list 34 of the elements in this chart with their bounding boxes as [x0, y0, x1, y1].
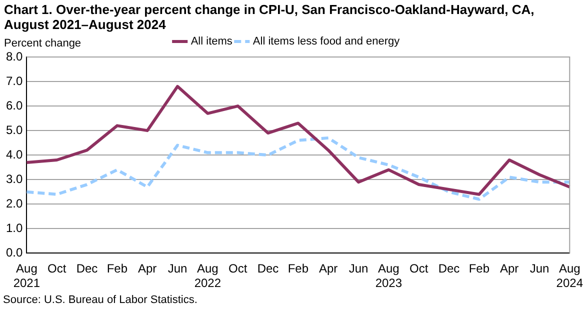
y-tick-label: 0.0: [6, 246, 23, 260]
x-tick-label: Dec: [438, 262, 460, 276]
y-tick-label: 4.0: [6, 147, 23, 162]
x-tick-label: Apr: [138, 262, 157, 276]
x-tick-label: Aug 2021: [13, 262, 40, 290]
x-tick-label: Apr: [500, 262, 519, 276]
x-tick-label: Feb: [288, 262, 309, 276]
x-tick-label: Dec: [257, 262, 279, 276]
y-tick-label: 7.0: [6, 74, 23, 88]
x-tick-label: Aug 2023: [375, 262, 402, 290]
x-tick-label: Aug 2022: [194, 262, 222, 290]
legend-label: All items: [190, 36, 233, 48]
y-axis-title: Percent change: [4, 38, 82, 50]
legend-label: All items less food and energy: [252, 36, 400, 48]
x-tick-label: Oct: [409, 262, 429, 276]
x-tick-label: Oct: [228, 262, 248, 276]
y-tick-label: 2.0: [6, 196, 23, 210]
x-tick-label: Jun: [348, 262, 368, 276]
chart-title: Chart 1. Over-the-year percent change in CPI-U, San Francisco-Oakland-Hayward, CA, August 2021–August 2024: [3, 1, 536, 32]
x-tick-label: Feb: [106, 262, 128, 276]
line-series: [25, 136, 572, 201]
x-tick-label: Aug 2024: [556, 262, 584, 290]
x-tick-label: Apr: [318, 262, 338, 276]
y-tick-label: 6.0: [6, 98, 23, 112]
x-tick-label: Jun: [530, 262, 550, 276]
x-tick-label: Oct: [48, 262, 67, 276]
x-tick-label: Dec: [76, 262, 98, 276]
y-tick-label: 8.0: [6, 49, 23, 64]
source-note: Source: U.S. Bureau of Labor Statistics.: [2, 294, 198, 306]
y-tick-label: 3.0: [6, 172, 23, 186]
y-tick-label: 5.0: [6, 122, 23, 137]
y-tick-label: 1.0: [6, 220, 23, 235]
x-tick-label: Jun: [168, 262, 188, 276]
x-tick-label: Feb: [468, 262, 490, 276]
